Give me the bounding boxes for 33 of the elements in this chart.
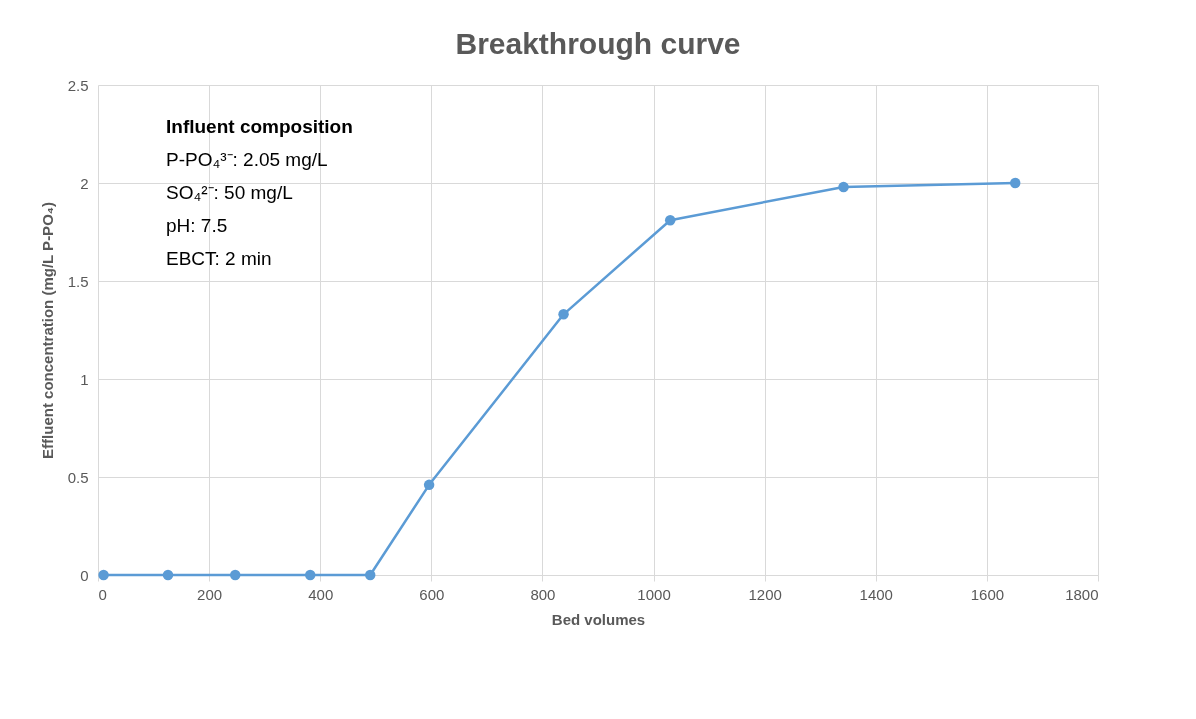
point (838, 181, 849, 193)
point (1009, 177, 1021, 189)
x-axis-title: Bed volumes (551, 610, 646, 628)
x-tick-label: 1400 (859, 585, 893, 603)
point (229, 569, 241, 581)
x-tick-label: 1200 (748, 585, 782, 603)
y-tick-label: 2 (80, 174, 89, 192)
x-tick-label: 800 (530, 585, 556, 603)
point (423, 479, 435, 491)
x-tick-label: 600 (419, 585, 445, 603)
y-tick-label: 0 (80, 566, 89, 584)
x-tick-label: 0 (98, 585, 107, 603)
annotation: Influent composition (166, 116, 353, 137)
point (304, 569, 316, 581)
x-tick-label: 400 (308, 585, 334, 603)
annotation: SO₄²⁻: 50 mg/L (166, 182, 293, 203)
annotation: EBCT: 2 min (166, 248, 272, 269)
y-tick-label: 1 (80, 370, 89, 388)
y-tick-label: 1.5 (67, 272, 89, 290)
y-tick-label: 0.5 (67, 468, 89, 486)
y-axis-title: Effluent concentration (mg/L P-PO₄) (38, 202, 56, 459)
y-tick-label: 2.5 (67, 76, 89, 94)
point (664, 215, 676, 226)
x-tick-label: 1000 (637, 585, 671, 603)
annotation: P-PO₄³⁻: 2.05 mg/L (166, 149, 328, 170)
point (364, 569, 376, 581)
chart-title: Breakthrough curve (455, 27, 741, 60)
point (558, 309, 569, 320)
point (162, 569, 174, 581)
x-tick-label: 1600 (970, 585, 1005, 603)
x-tick-label: 1800 (1065, 585, 1099, 603)
x-tick-label: 200 (197, 585, 223, 603)
annotation: pH: 7.5 (166, 215, 228, 236)
